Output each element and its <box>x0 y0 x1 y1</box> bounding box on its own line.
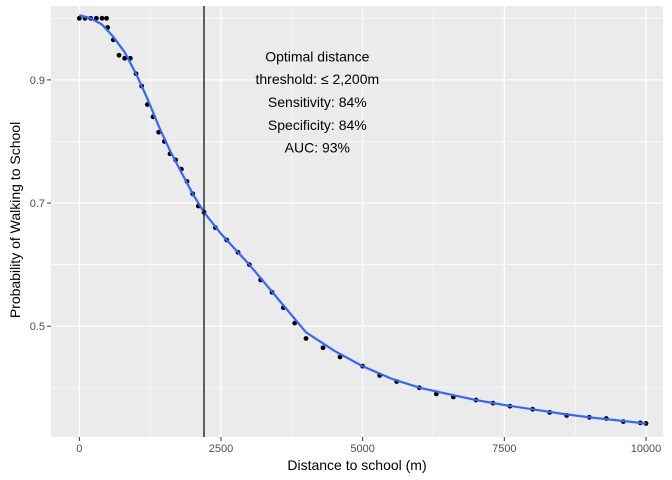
annotation-line: Specificity: 84% <box>268 117 367 133</box>
data-point <box>104 15 109 21</box>
smooth-line <box>79 14 647 425</box>
annotation-line: Sensitivity: 84% <box>268 94 367 110</box>
x-tick-label: 2500 <box>209 443 233 455</box>
annotation-line: Optimal distance <box>265 48 369 64</box>
x-tick-label: 0 <box>76 443 82 455</box>
x-tick-label: 10000 <box>631 443 662 455</box>
data-point <box>320 345 326 351</box>
x-tick-label: 5000 <box>350 443 374 455</box>
grid-minor <box>51 6 663 437</box>
y-tick-label: 0.9 <box>30 75 45 87</box>
y-tick-label: 0.5 <box>30 321 45 333</box>
data-point <box>303 336 309 341</box>
x-axis-ticks: 0 2500 5000 7500 10000 <box>76 437 661 455</box>
annotation: Optimal distance threshold: ≤ 2,200m Sensi… <box>256 48 380 155</box>
x-tick-label: 7500 <box>492 443 516 455</box>
y-axis-title: Probability of Walking to School <box>7 122 23 318</box>
panel-background <box>51 6 663 437</box>
data-point <box>76 15 82 21</box>
annotation-line: threshold: ≤ 2,200m <box>256 71 380 87</box>
x-axis-title: Distance to school (m) <box>287 457 426 473</box>
data-point <box>122 55 128 61</box>
y-axis-ticks: 0.5 0.7 0.9 <box>30 75 51 333</box>
y-tick-label: 0.7 <box>30 198 45 210</box>
annotation-line: AUC: 93% <box>285 140 350 156</box>
data-point <box>99 15 105 21</box>
data-point <box>116 52 122 58</box>
